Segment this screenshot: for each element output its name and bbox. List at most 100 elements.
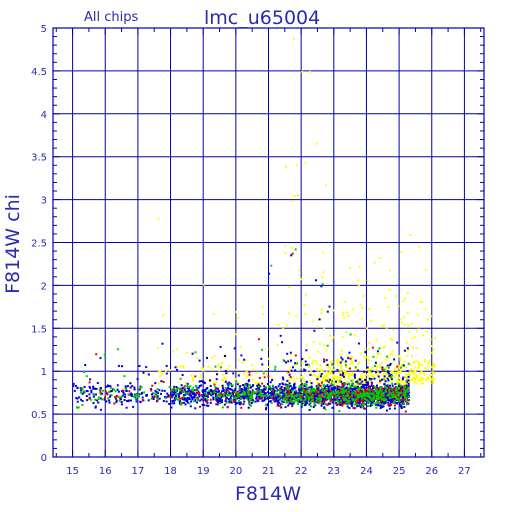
data-point [345,372,348,374]
data-point [398,400,401,403]
data-point [84,364,87,366]
data-point [160,380,163,383]
data-point [265,372,268,375]
data-point [263,392,266,394]
data-point [372,387,374,390]
data-point [390,396,393,399]
data-point [124,387,127,390]
data-point [370,374,373,377]
data-point [344,373,347,376]
data-point [282,394,285,397]
data-point [279,395,282,398]
data-point [342,394,345,397]
data-point [220,396,223,399]
data-point [244,384,247,387]
data-point [400,386,403,389]
data-point [333,400,336,403]
data-point [406,355,409,357]
data-point [104,357,107,359]
data-point [370,391,373,394]
data-point [304,396,307,399]
data-point [188,391,191,394]
data-point [426,378,428,381]
data-point [330,382,333,385]
data-point [347,402,350,405]
data-point [317,389,320,392]
data-point [321,251,324,254]
data-point [187,391,190,394]
data-point [123,399,126,401]
data-point [216,391,219,393]
data-point [378,387,380,390]
data-point [181,374,184,376]
data-point [391,397,394,400]
data-point [219,402,222,405]
data-point [397,397,400,400]
data-point [173,391,175,394]
data-point [417,326,420,329]
data-point [404,376,407,379]
data-point [320,387,323,390]
data-point [271,395,274,398]
data-point [180,403,183,406]
data-point [268,392,271,395]
data-point [346,405,349,408]
data-point [284,383,287,386]
data-point [268,366,270,368]
data-point [329,384,332,387]
data-point [296,400,299,403]
data-point [313,374,316,376]
data-point [213,355,216,357]
data-point [296,399,299,402]
data-point [315,399,318,402]
data-point [97,398,100,401]
data-point [407,349,410,352]
data-point [320,285,323,288]
data-point [381,373,384,376]
data-point [183,393,185,396]
data-point [404,396,406,399]
data-point [397,391,400,394]
data-point [319,384,322,387]
data-point [318,373,321,376]
data-point [193,396,196,399]
data-point [306,386,309,389]
data-point [161,389,164,392]
data-point [366,327,368,330]
data-point [270,388,273,391]
data-point [224,393,227,396]
data-point [431,378,434,381]
data-point [432,382,435,385]
data-point [301,402,304,405]
data-point [310,374,313,377]
data-point [337,402,340,404]
data-point [393,407,396,410]
data-point [266,404,269,407]
data-point [343,402,346,405]
data-point [304,313,307,315]
data-point [172,388,175,391]
data-point [296,398,299,401]
data-point [339,378,342,381]
data-point [381,406,384,408]
data-point [192,379,195,382]
data-point [76,386,79,389]
data-point [313,403,316,406]
data-point [369,368,372,371]
data-point [399,388,402,391]
data-point [354,396,357,399]
data-point [312,406,315,408]
data-point [353,373,356,376]
data-point [205,404,208,407]
data-point [375,368,378,371]
data-point [379,363,382,366]
x-tick-labels: 15 16 17 18 19 20 21 22 23 24 25 26 27 [66,466,471,477]
data-point [156,395,159,398]
data-point [368,396,371,399]
data-point [367,393,370,396]
data-point [379,403,381,405]
data-point [329,378,332,381]
data-point [332,374,335,377]
data-point [363,403,366,406]
data-point [270,377,273,380]
